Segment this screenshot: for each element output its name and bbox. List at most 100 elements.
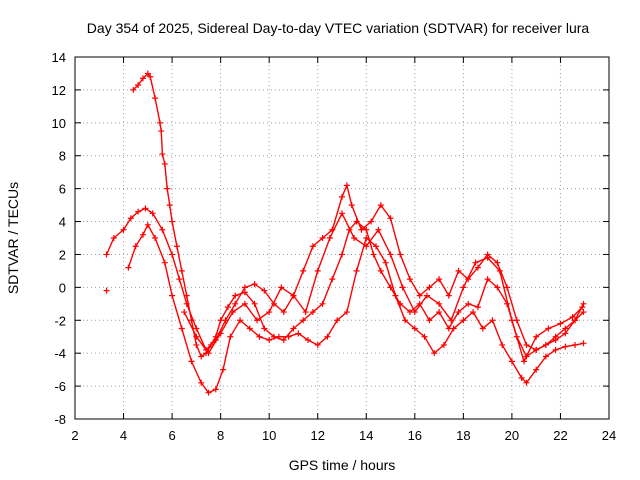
data-point xyxy=(579,304,586,311)
x-tick-label: 4 xyxy=(120,428,127,443)
data-point xyxy=(142,205,149,212)
data-point xyxy=(402,317,409,324)
data-point xyxy=(188,358,195,365)
data-point xyxy=(300,317,307,324)
data-point xyxy=(368,218,375,225)
data-point xyxy=(132,243,139,250)
x-tick-label: 14 xyxy=(359,428,373,443)
data-point xyxy=(149,210,156,217)
x-tick-label: 8 xyxy=(217,428,224,443)
data-point xyxy=(266,337,273,344)
data-point xyxy=(205,389,212,396)
data-point xyxy=(103,287,110,294)
data-point xyxy=(499,341,506,348)
data-point xyxy=(144,70,151,77)
data-point xyxy=(319,235,326,241)
data-point xyxy=(431,350,438,357)
data-point xyxy=(314,267,321,274)
data-point xyxy=(562,343,569,350)
data-point xyxy=(474,304,481,311)
data-point xyxy=(518,374,525,381)
data-point xyxy=(285,333,292,340)
data-point xyxy=(193,325,200,332)
data-point xyxy=(181,309,188,316)
data-point xyxy=(372,243,379,250)
data-point xyxy=(445,292,452,299)
data-point xyxy=(523,341,530,348)
data-point xyxy=(178,267,185,274)
data-point xyxy=(411,309,418,316)
data-point xyxy=(436,300,443,307)
data-point xyxy=(448,317,455,324)
x-tick-label: 6 xyxy=(168,428,175,443)
data-point xyxy=(460,284,467,291)
data-point xyxy=(353,267,360,274)
data-point xyxy=(406,276,413,283)
x-tick-label: 22 xyxy=(553,428,567,443)
y-tick-label: 4 xyxy=(59,215,66,230)
data-point xyxy=(300,267,307,274)
data-point xyxy=(370,251,377,258)
data-point xyxy=(572,341,579,348)
data-point xyxy=(135,208,142,215)
x-tick-label: 16 xyxy=(408,428,422,443)
data-point xyxy=(397,251,404,258)
data-point xyxy=(198,353,205,360)
series-lower-envelope xyxy=(125,221,587,396)
data-point xyxy=(302,309,309,316)
series-spike xyxy=(130,70,587,360)
data-point xyxy=(125,264,132,271)
data-point xyxy=(455,309,462,316)
data-point xyxy=(329,276,336,283)
data-point xyxy=(496,267,503,274)
data-point xyxy=(237,317,244,324)
data-point xyxy=(334,317,341,324)
data-point xyxy=(470,309,477,316)
data-point xyxy=(392,292,399,299)
data-point xyxy=(557,320,564,327)
data-point xyxy=(152,235,159,241)
data-point xyxy=(399,284,406,291)
y-tick-label: -6 xyxy=(54,379,66,394)
data-point xyxy=(164,185,171,192)
data-point xyxy=(533,346,540,353)
data-point xyxy=(224,304,231,311)
data-point xyxy=(169,251,176,258)
data-point xyxy=(580,309,587,316)
data-point xyxy=(426,284,433,291)
data-point xyxy=(358,226,365,233)
data-point xyxy=(363,243,370,250)
data-point xyxy=(275,333,282,340)
data-point xyxy=(545,325,552,332)
data-point xyxy=(450,325,457,332)
data-point xyxy=(173,243,180,250)
data-point xyxy=(479,325,486,332)
y-tick-label: -8 xyxy=(54,412,66,427)
series-outlier xyxy=(103,287,110,294)
data-point xyxy=(504,284,511,291)
data-point xyxy=(348,202,355,209)
chart-title: Day 354 of 2025, Sidereal Day-to-day VTE… xyxy=(87,20,590,36)
data-point xyxy=(309,243,316,250)
data-point xyxy=(280,309,287,316)
data-point xyxy=(183,300,190,307)
data-point xyxy=(254,317,261,324)
data-point xyxy=(176,276,183,283)
y-tick-label: 8 xyxy=(59,149,66,164)
data-point xyxy=(411,325,418,332)
x-axis-label: GPS time / hours xyxy=(289,457,396,473)
series-mid-band xyxy=(181,210,586,365)
data-point xyxy=(241,300,248,307)
y-tick-label: 0 xyxy=(59,280,66,295)
data-point xyxy=(295,330,302,337)
data-point xyxy=(280,337,287,344)
data-point xyxy=(474,264,481,271)
data-point xyxy=(580,340,587,347)
data-point xyxy=(339,251,345,258)
data-point xyxy=(193,341,200,348)
data-point xyxy=(533,366,540,373)
data-point xyxy=(158,128,165,135)
data-point xyxy=(460,317,467,324)
data-point xyxy=(421,333,428,340)
